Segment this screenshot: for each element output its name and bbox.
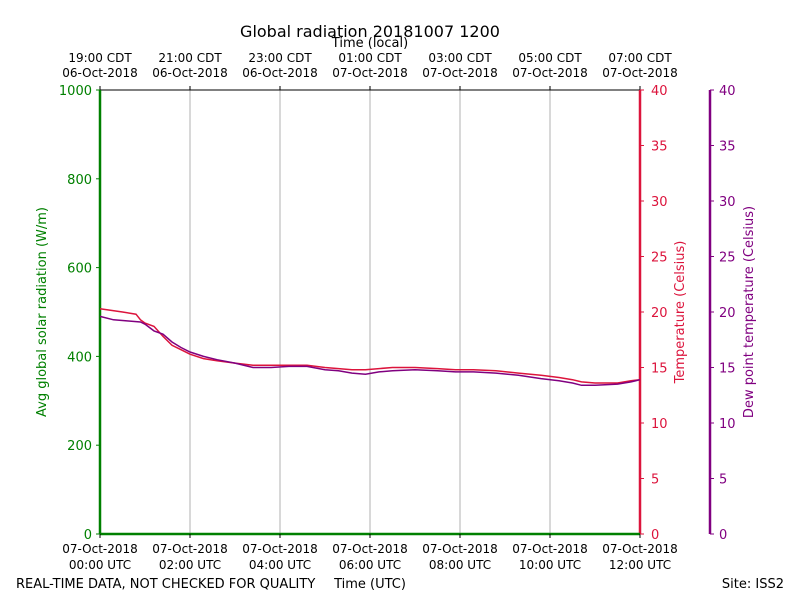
top-tick-label: 07-Oct-2018 xyxy=(422,66,498,80)
dewpoint-tick-label: 30 xyxy=(719,195,736,210)
bottom-tick-label: 02:00 UTC xyxy=(159,558,221,572)
bottom-axis: 07-Oct-2018 00:00 UTC 07-Oct-2018 02:00 UTC… xyxy=(62,534,678,572)
top-tick-label: 23:00 CDT xyxy=(248,51,312,65)
temperature-tick-label: 40 xyxy=(651,84,668,99)
temperature-tick-label: 10 xyxy=(651,417,668,432)
dewpoint-tick-label: 15 xyxy=(719,362,736,377)
dewpoint-tick-label: 25 xyxy=(719,251,736,266)
footer-disclaimer: REAL-TIME DATA, NOT CHECKED FOR QUALITY xyxy=(16,577,315,592)
dewpoint-tick-label: 10 xyxy=(719,417,736,432)
top-tick-label: 19:00 CDT xyxy=(68,51,132,65)
dewpoint-axis: 0 5 10 15 20 25 30 35 40 xyxy=(710,84,736,543)
top-tick-label: 03:00 CDT xyxy=(428,51,492,65)
dewpoint-tick-label: 20 xyxy=(719,306,736,321)
bottom-tick-label: 06:00 UTC xyxy=(339,558,401,572)
temperature-tick-label: 30 xyxy=(651,195,668,210)
bottom-tick-label: 07-Oct-2018 xyxy=(62,542,138,556)
temperature-tick-label: 35 xyxy=(651,140,668,155)
top-tick-label: 07:00 CDT xyxy=(608,51,672,65)
x-axis-label: Time (UTC) xyxy=(333,577,406,592)
left-tick-label: 1000 xyxy=(59,84,92,99)
top-tick-label: 06-Oct-2018 xyxy=(242,66,318,80)
temperature-tick-label: 0 xyxy=(651,528,659,543)
bottom-tick-label: 07-Oct-2018 xyxy=(602,542,678,556)
bottom-tick-label: 07-Oct-2018 xyxy=(512,542,588,556)
chart-title: Global radiation 20181007 1200 xyxy=(240,22,500,41)
bottom-tick-label: 04:00 UTC xyxy=(249,558,311,572)
temperature-axis: 0 5 10 15 20 25 30 35 40 xyxy=(640,84,668,543)
top-tick-label: 05:00 CDT xyxy=(518,51,582,65)
top-tick-label: 07-Oct-2018 xyxy=(602,66,678,80)
left-tick-label: 200 xyxy=(67,439,92,454)
left-axis: 0 200 400 600 800 1000 xyxy=(59,84,100,543)
bottom-tick-label: 07-Oct-2018 xyxy=(242,542,318,556)
bottom-tick-label: 07-Oct-2018 xyxy=(152,542,228,556)
left-tick-label: 0 xyxy=(84,528,92,543)
bottom-tick-label: 12:00 UTC xyxy=(609,558,671,572)
temperature-series-line xyxy=(99,307,641,384)
left-tick-label: 800 xyxy=(67,173,92,188)
dewpoint-tick-label: 40 xyxy=(719,84,736,99)
left-tick-label: 600 xyxy=(67,262,92,277)
top-axis-label: Time (local) xyxy=(331,36,408,51)
dewpoint-tick-label: 5 xyxy=(719,473,727,488)
top-tick-label: 01:00 CDT xyxy=(338,51,402,65)
plot-frame xyxy=(98,89,712,535)
left-tick-label: 400 xyxy=(67,350,92,365)
dewpoint-series-line xyxy=(99,315,641,387)
top-tick-label: 06-Oct-2018 xyxy=(62,66,138,80)
top-tick-label: 07-Oct-2018 xyxy=(512,66,588,80)
y-axis-label-temperature: Temperature (Celsius) xyxy=(673,241,688,385)
dewpoint-tick-label: 0 xyxy=(719,528,727,543)
bottom-tick-label: 07-Oct-2018 xyxy=(332,542,408,556)
bottom-tick-label: 07-Oct-2018 xyxy=(422,542,498,556)
footer-site: Site: ISS2 xyxy=(722,577,784,592)
grid-lines xyxy=(189,90,551,534)
top-tick-label: 21:00 CDT xyxy=(158,51,222,65)
temperature-tick-label: 15 xyxy=(651,362,668,377)
dewpoint-tick-label: 35 xyxy=(719,140,736,155)
temperature-tick-label: 25 xyxy=(651,251,668,266)
bottom-tick-label: 08:00 UTC xyxy=(429,558,491,572)
y-axis-label-left: Avg global solar radiation (W/m) xyxy=(35,207,50,417)
temperature-tick-label: 5 xyxy=(651,473,659,488)
top-tick-label: 07-Oct-2018 xyxy=(332,66,408,80)
bottom-tick-label: 00:00 UTC xyxy=(69,558,131,572)
y-axis-label-dewpoint: Dew point temperature (Celsius) xyxy=(742,206,757,418)
bottom-tick-label: 10:00 UTC xyxy=(519,558,581,572)
top-tick-label: 06-Oct-2018 xyxy=(152,66,228,80)
temperature-tick-label: 20 xyxy=(651,306,668,321)
